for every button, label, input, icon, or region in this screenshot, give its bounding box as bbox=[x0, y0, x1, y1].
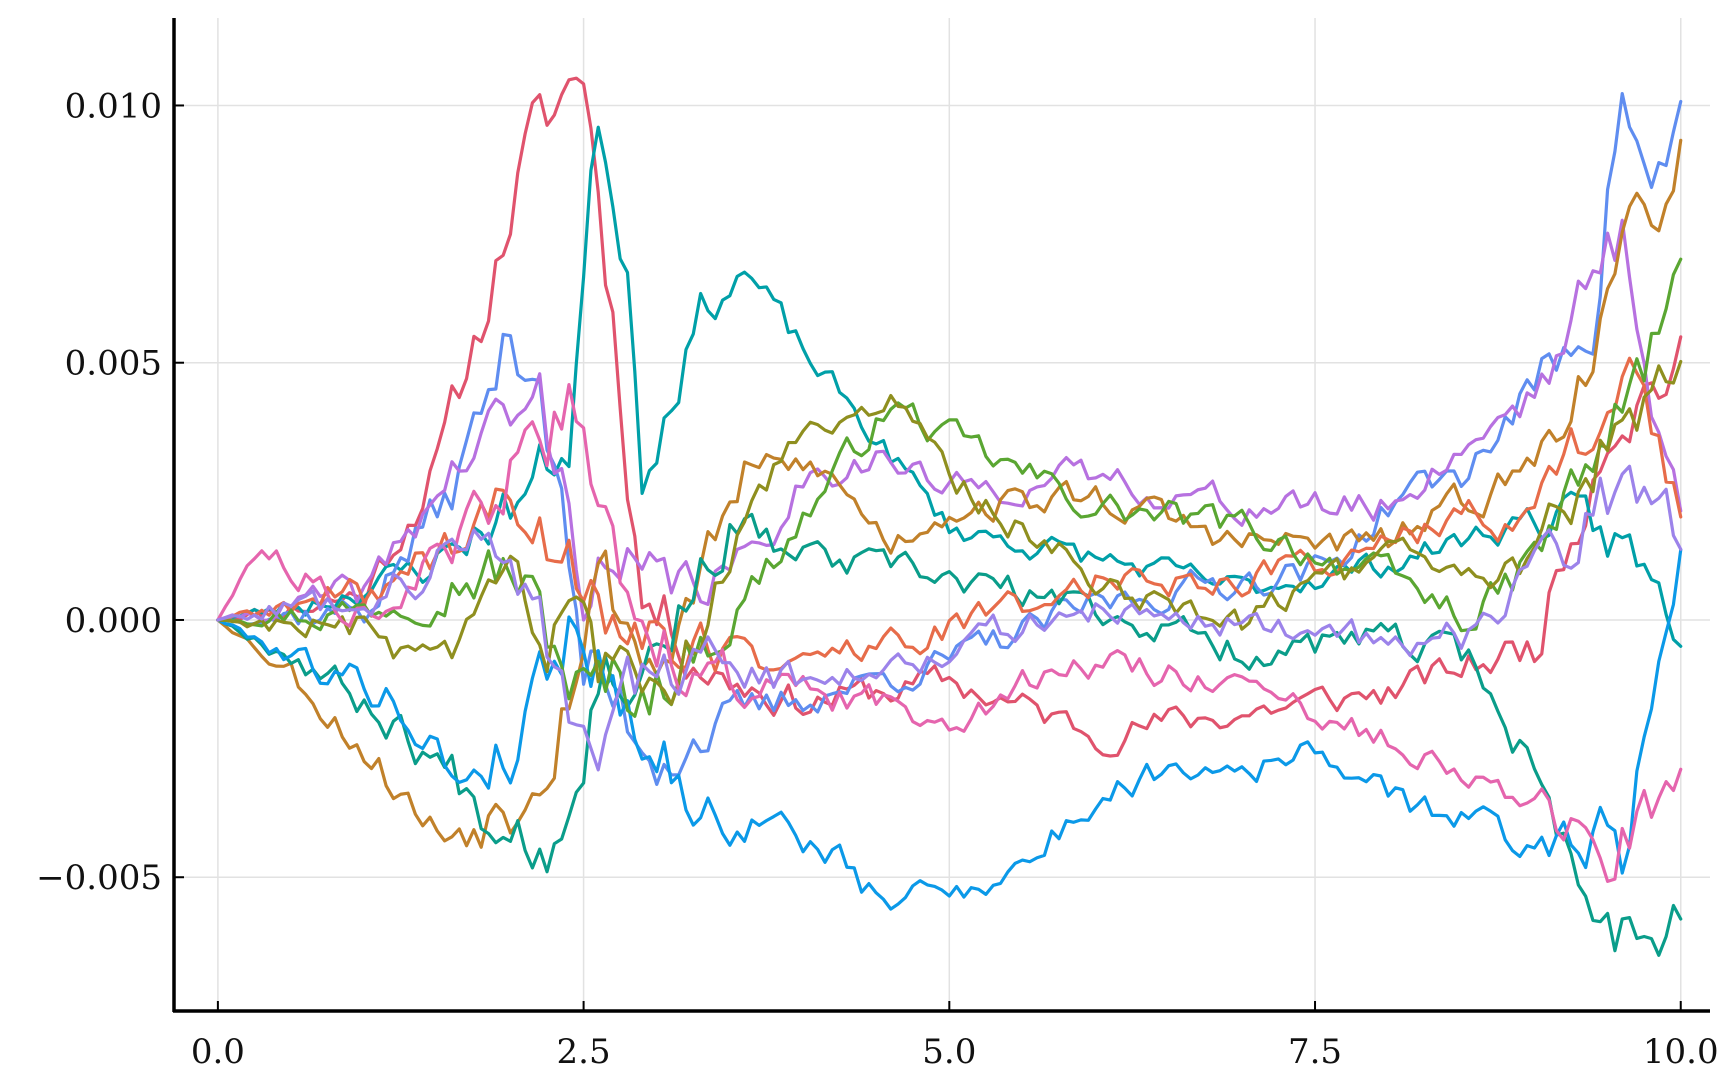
x-tick-label: 7.5 bbox=[1288, 1032, 1342, 1072]
series-line-6 bbox=[216, 512, 1683, 957]
axes bbox=[172, 18, 1710, 1013]
tick-labels: 0.0 2.5 5.0 7.5 10.0 −0.005 0.000 0.005 0.010 bbox=[36, 86, 1718, 1072]
y-tick-label: 0.000 bbox=[65, 601, 162, 641]
series-line-4 bbox=[216, 218, 1683, 622]
x-tick-label: 0.0 bbox=[191, 1032, 245, 1072]
series-line-1 bbox=[216, 76, 1683, 758]
x-tick-label: 2.5 bbox=[557, 1032, 611, 1072]
series-line-12 bbox=[216, 464, 1683, 772]
series-line-5 bbox=[216, 138, 1683, 849]
series-line-9 bbox=[216, 257, 1683, 718]
series-line-10 bbox=[216, 359, 1683, 706]
series-line-7 bbox=[216, 548, 1683, 911]
y-tick-label: 0.005 bbox=[65, 344, 162, 384]
plot-area bbox=[216, 76, 1683, 957]
x-tick-label: 10.0 bbox=[1643, 1032, 1719, 1072]
y-tick-label: 0.010 bbox=[65, 86, 162, 126]
series-line-11 bbox=[216, 382, 1683, 883]
x-tick-label: 5.0 bbox=[922, 1032, 976, 1072]
y-tick-label: −0.005 bbox=[36, 858, 162, 898]
